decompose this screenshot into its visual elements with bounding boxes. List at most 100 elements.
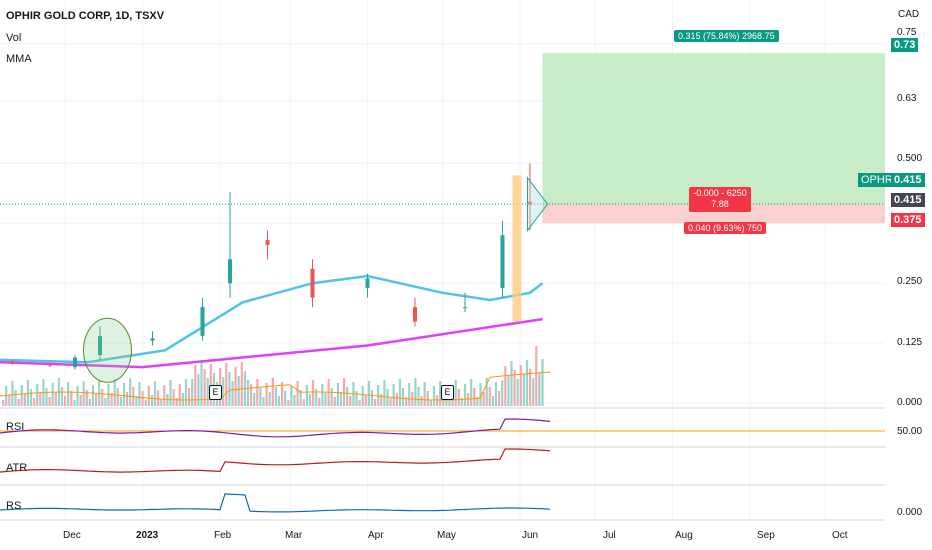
volume-bar [287, 400, 290, 406]
candle-body [228, 259, 232, 284]
volume-bar [122, 383, 126, 406]
volume-bar [160, 399, 163, 406]
volume-bar [166, 394, 169, 406]
price-tick: 0.75 [897, 27, 917, 38]
atr-line [0, 448, 551, 473]
currency-label: CAD [898, 9, 920, 20]
volume-bar [330, 388, 333, 406]
volume-bar [45, 388, 48, 406]
volume-bar [541, 359, 544, 406]
atr-label[interactable]: ATR [6, 462, 28, 474]
highlight-ellipse [83, 317, 132, 383]
volume-bar [281, 382, 284, 406]
volume-bar [367, 381, 370, 406]
drawings[interactable] [83, 176, 549, 383]
volume-bar [476, 397, 479, 406]
volume-bar [11, 381, 14, 406]
volume-bar [355, 391, 358, 406]
volume-bar [380, 394, 383, 406]
mma-line [0, 317, 543, 369]
time-tick: Aug [675, 530, 693, 541]
last-price-tag: 0.415 [891, 173, 925, 187]
volume-bar [265, 383, 268, 406]
time-tick: Jun [522, 530, 539, 541]
volume-bar [17, 399, 20, 406]
candle-body [265, 240, 270, 245]
volume-bar [395, 393, 398, 406]
volume-bar [321, 384, 324, 406]
volume-bar [95, 394, 98, 406]
volume-bar [485, 378, 488, 406]
volume-bar [256, 379, 259, 406]
rsi-label[interactable]: RSI [6, 421, 25, 433]
mma-legend[interactable]: MMA [6, 53, 32, 65]
volume-bar [436, 395, 439, 406]
volume-bar [463, 384, 467, 406]
position-qty: -0.000 - 6250 [693, 188, 747, 198]
volume-bar [33, 398, 36, 406]
volume-bar [513, 370, 516, 406]
volume-bar [333, 397, 336, 406]
ticker-tag[interactable]: OPHR [858, 173, 896, 187]
volume-bar [361, 386, 364, 406]
position-center-box[interactable]: -0.000 - 6250 7.88 [689, 187, 751, 212]
volume-bar [383, 380, 386, 406]
volume-bar [82, 381, 85, 406]
volume-bar [70, 391, 73, 406]
volume-bar [491, 396, 494, 406]
volume-bar [432, 386, 436, 406]
volume-bar [98, 380, 101, 406]
volume-bar [240, 362, 243, 406]
loss-label[interactable]: 0.040 (9.63%) 750 [684, 222, 767, 234]
volume-bar [538, 373, 541, 406]
vol-legend[interactable]: Vol [6, 32, 22, 44]
volume-bar [237, 376, 240, 406]
price-tick: 0.250 [897, 276, 923, 287]
volume-bar [525, 360, 529, 406]
volume-bar [364, 395, 367, 406]
volume-bar [470, 379, 473, 406]
volume-bar [429, 400, 432, 406]
volume-bar [501, 380, 504, 406]
rs-label[interactable]: RS [6, 500, 22, 512]
candle-body [48, 364, 52, 366]
candle-body [98, 335, 102, 356]
volume-bar [60, 387, 64, 406]
volume-bar [535, 346, 538, 406]
volume-bar [312, 380, 315, 406]
candles [10, 163, 532, 370]
rs-line [0, 493, 551, 513]
target-price-tag: 0.73 [891, 38, 919, 52]
volume-bar [529, 369, 532, 406]
volume-bar [228, 372, 231, 406]
moving-averages [0, 274, 544, 369]
volume-bar [293, 395, 296, 406]
volume-bar [302, 399, 305, 406]
volume-bar [141, 391, 144, 406]
volume-bar [262, 397, 265, 406]
candle-body [200, 307, 205, 336]
current-price-tag: 0.415 [891, 193, 925, 207]
volume-bar [116, 388, 119, 406]
price-tick: 0.125 [897, 337, 923, 348]
volume-bar [324, 393, 327, 406]
time-tick: Feb [214, 530, 232, 541]
volume-bar [129, 378, 132, 406]
volume-bar [315, 389, 318, 406]
time-tick: Sep [757, 530, 775, 541]
stop-price-tag: 0.375 [891, 213, 925, 227]
volume-bar [2, 400, 5, 406]
earnings-marker[interactable]: E [441, 385, 454, 400]
volume-bar [296, 381, 299, 406]
profit-label[interactable]: 0.315 (75.84%) 2968.75 [674, 30, 779, 42]
time-tick: Oct [832, 530, 848, 541]
earnings-marker[interactable]: E [209, 385, 222, 400]
position-zones[interactable] [0, 53, 885, 224]
price-tick: 0.500 [897, 153, 923, 164]
time-tick: Apr [368, 530, 384, 541]
volume-bar [318, 398, 321, 406]
volume-bar [113, 379, 116, 406]
volume-bar [479, 383, 482, 406]
time-tick: Dec [63, 530, 81, 541]
